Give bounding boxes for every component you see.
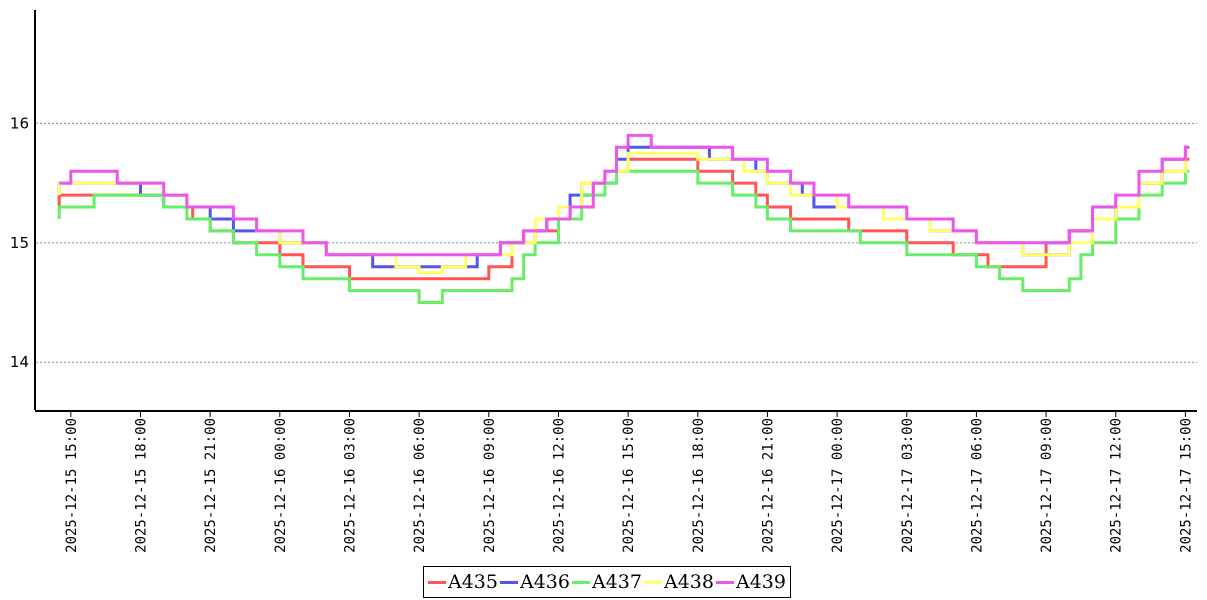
- y-tick-label: 15: [10, 234, 29, 252]
- x-tick-label: 2025-12-17 06:00: [969, 418, 985, 553]
- x-tick-label: 2025-12-16 00:00: [273, 418, 289, 553]
- x-tick-label: 2025-12-16 03:00: [342, 418, 358, 553]
- legend-swatch: [644, 580, 662, 584]
- x-tick-label: 2025-12-17 00:00: [830, 418, 846, 553]
- legend-item: A439: [715, 571, 786, 593]
- legend: A435 A436 A437 A438 A439: [423, 566, 791, 598]
- legend-item: A435: [427, 571, 498, 593]
- y-tick-label: 16: [10, 114, 29, 132]
- gridlines: [36, 122, 1197, 363]
- x-tick-labels: 2025-12-15 15:00 2025-12-15 18:00 2025-12-…: [64, 411, 1194, 553]
- legend-swatch: [500, 580, 518, 584]
- axes: [34, 10, 1197, 412]
- y-tick-label: 14: [10, 353, 29, 371]
- series-line-a438: [57, 151, 1190, 275]
- legend-item: A436: [499, 571, 570, 593]
- legend-item: A437: [571, 571, 642, 593]
- x-tick-label: 2025-12-16 06:00: [412, 418, 428, 553]
- x-tick-label: 2025-12-16 12:00: [551, 418, 567, 553]
- series-line-a437: [57, 169, 1190, 304]
- legend-label: A438: [664, 571, 714, 593]
- legend-swatch: [428, 580, 446, 584]
- legend-item: A438: [643, 571, 714, 593]
- x-tick-label: 2025-12-15 18:00: [133, 418, 149, 553]
- x-tick-label: 2025-12-16 09:00: [482, 418, 498, 553]
- x-tick-label: 2025-12-16 18:00: [691, 418, 707, 553]
- series-line-a439: [59, 133, 1190, 257]
- x-tick-label: 2025-12-17 03:00: [900, 418, 916, 553]
- y-tick-labels: 14 15 16: [10, 114, 29, 371]
- x-tick-label: 2025-12-16 15:00: [621, 418, 637, 553]
- x-tick-label: 2025-12-15 15:00: [64, 418, 80, 553]
- legend-label: A436: [520, 571, 570, 593]
- x-tick-label: 2025-12-15 21:00: [203, 418, 219, 553]
- x-tick-label: 2025-12-16 21:00: [760, 418, 776, 553]
- legend-swatch: [716, 580, 734, 584]
- x-tick-label: 2025-12-17 15:00: [1178, 418, 1194, 553]
- legend-label: A437: [592, 571, 642, 593]
- legend-swatch: [572, 580, 590, 584]
- legend-label: A439: [736, 571, 786, 593]
- series-lines: [57, 133, 1190, 304]
- x-tick-label: 2025-12-17 12:00: [1109, 418, 1125, 553]
- x-tick-label: 2025-12-17 09:00: [1039, 418, 1055, 553]
- legend-label: A435: [448, 571, 498, 593]
